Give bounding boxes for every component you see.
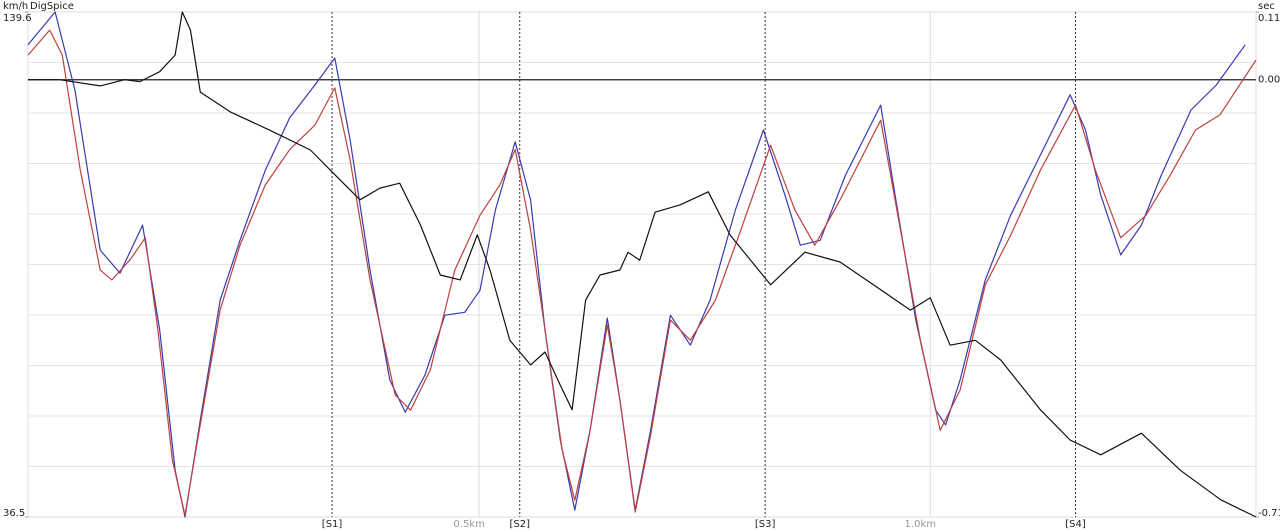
y-tick-label: 139.6 <box>3 13 32 24</box>
y2-axis-label: sec <box>1258 1 1275 12</box>
x-tick-label: 0.5km <box>453 519 484 530</box>
sector-label: [S4] <box>1065 519 1086 530</box>
y2-tick-label: -0.71 <box>1258 508 1280 519</box>
brand: DigSpice <box>30 1 74 12</box>
y2-tick-label: 0.11 <box>1258 13 1280 24</box>
y2-tick-label: 0.00 <box>1258 75 1280 86</box>
y-tick-label: 36.5 <box>3 508 25 519</box>
sector-label: [S3] <box>755 519 776 530</box>
x-tick-label: 1.0km <box>905 519 936 530</box>
series-line <box>27 29 1257 516</box>
sector-label: [S1] <box>322 519 343 530</box>
y-axis-label: km/h <box>3 1 28 12</box>
sector-label: [S2] <box>509 519 530 530</box>
series-line <box>28 11 1257 518</box>
